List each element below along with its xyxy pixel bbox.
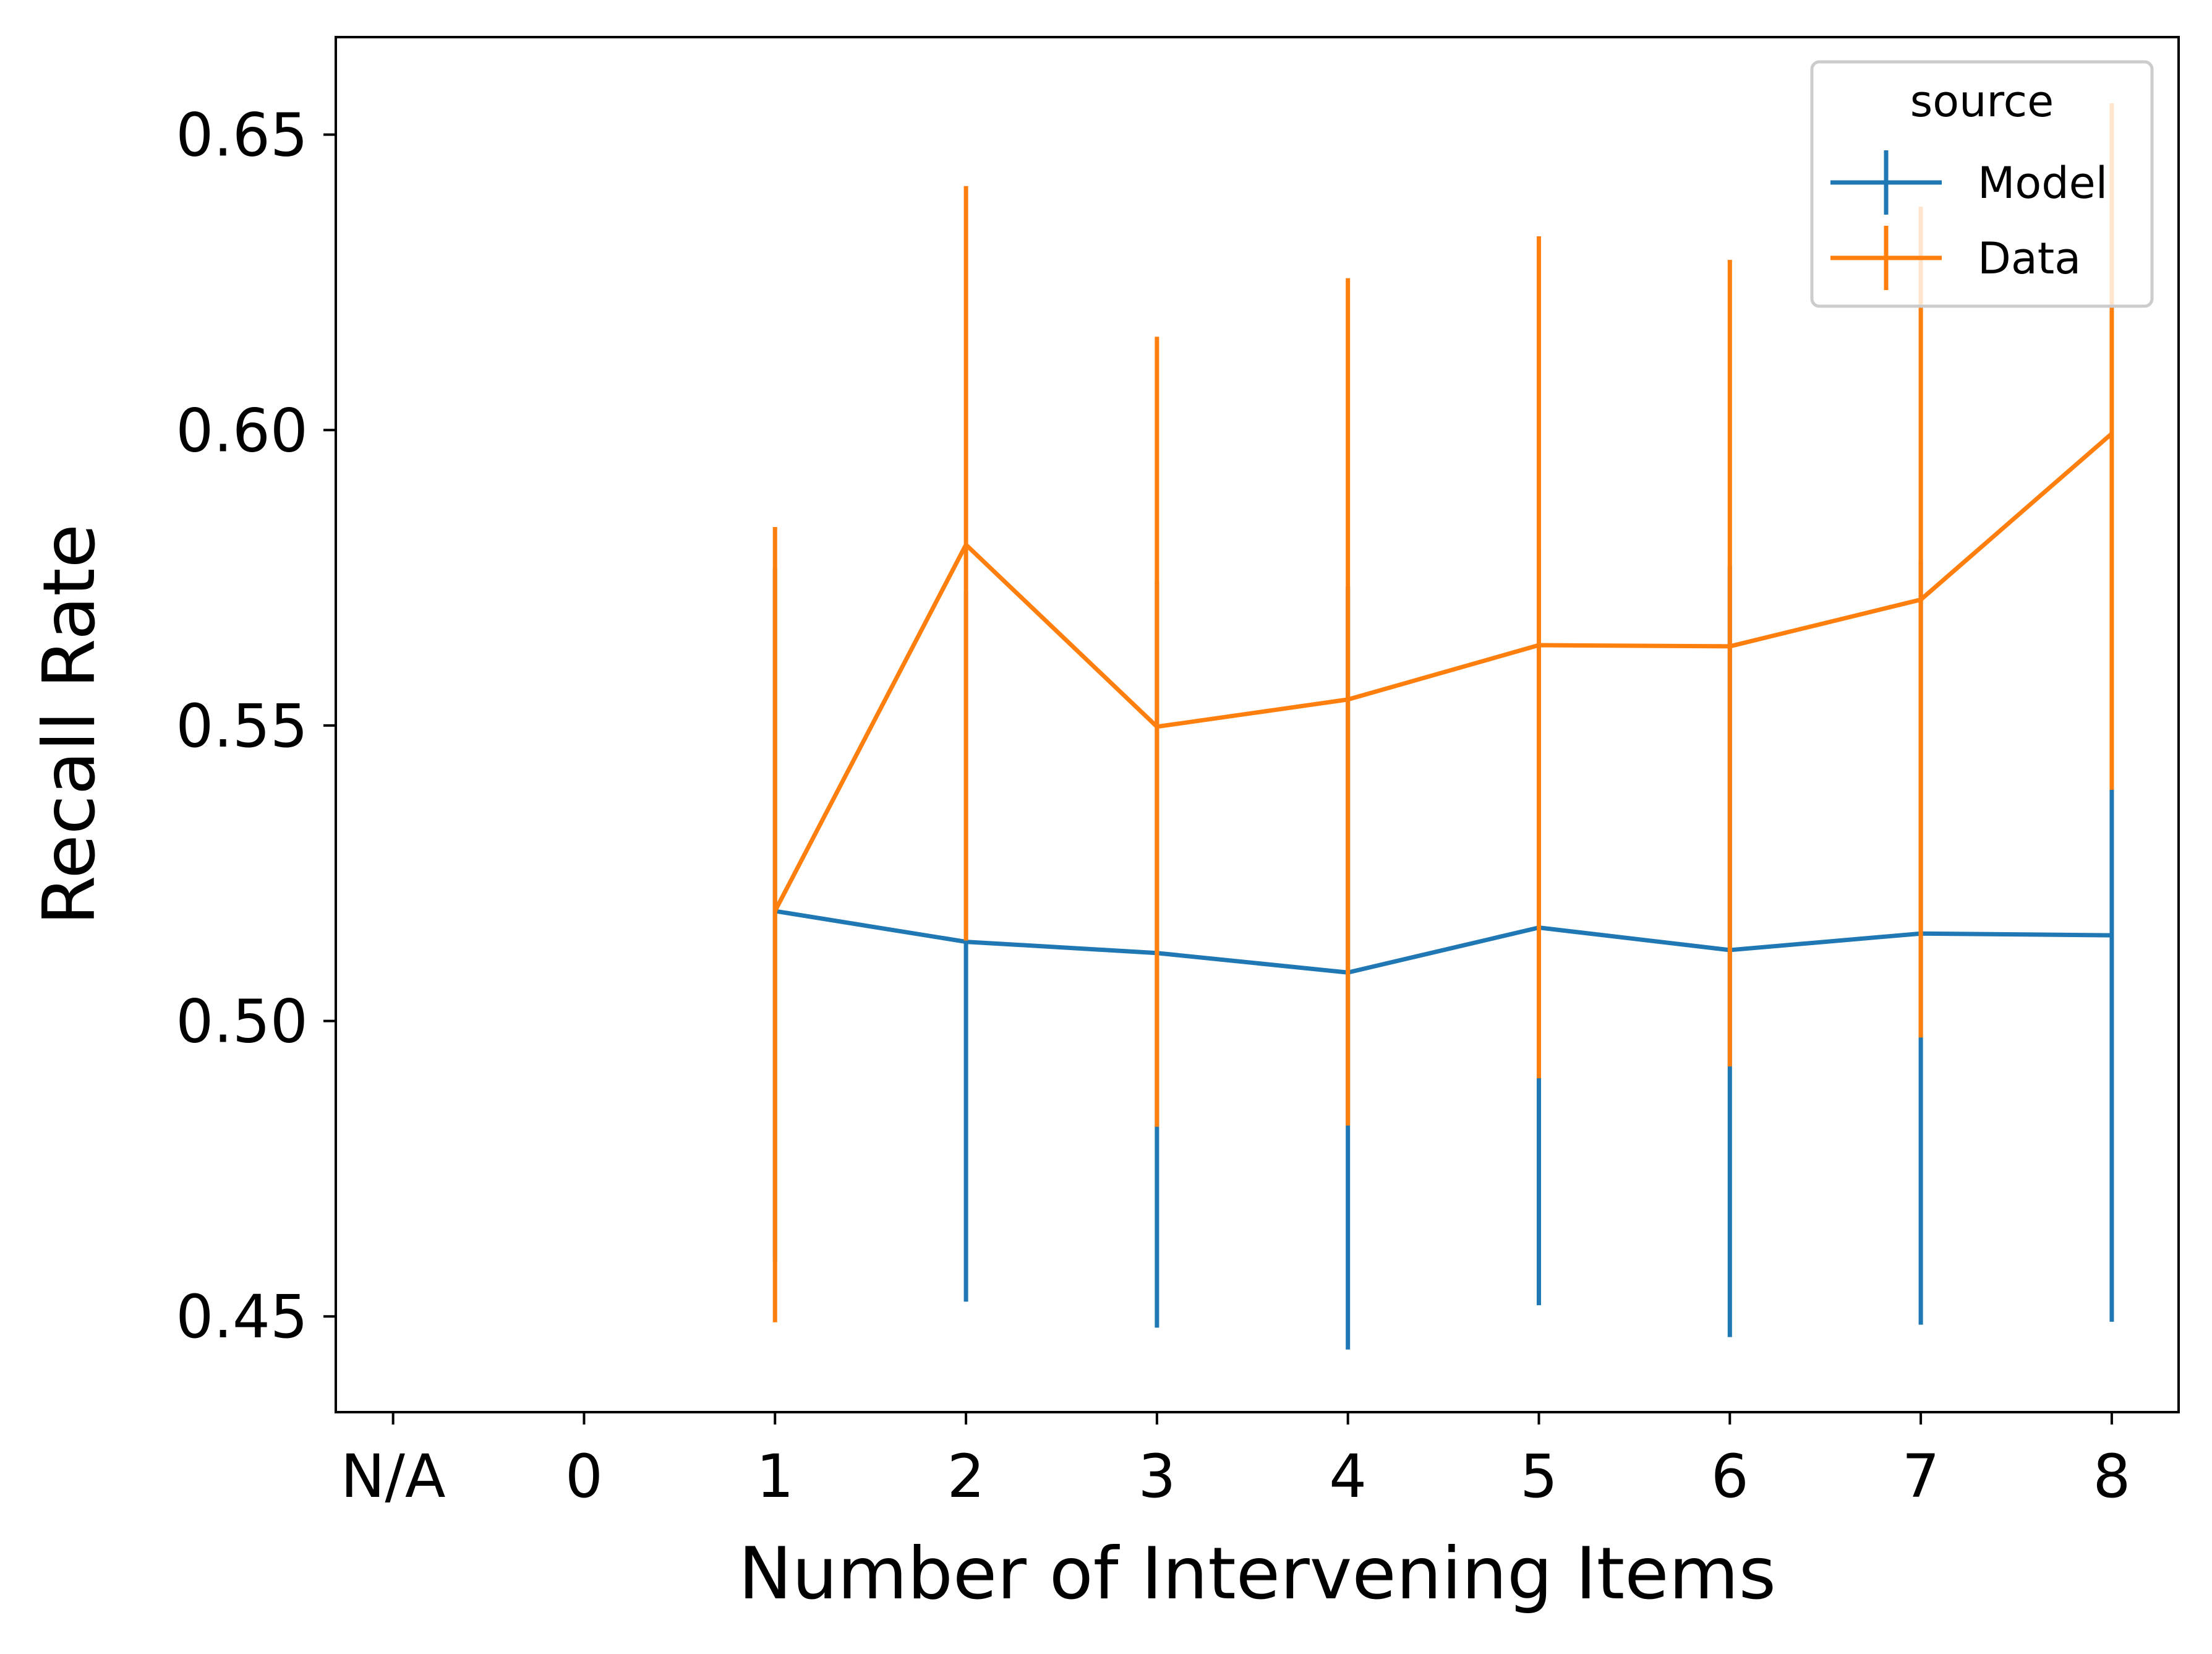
y-axis-label: Recall Rate xyxy=(28,524,111,925)
x-tick-label: 6 xyxy=(1711,1442,1749,1511)
y-tick-label: 0.65 xyxy=(176,101,308,170)
x-axis-label: Number of Intervening Items xyxy=(738,1532,1776,1616)
x-tick-label: 7 xyxy=(1902,1442,1940,1511)
legend-label-model: Model xyxy=(1978,158,2107,208)
series-line-model xyxy=(774,909,2112,975)
legend-box xyxy=(1810,60,2154,308)
x-tick-label: N/A xyxy=(341,1442,446,1511)
series-data xyxy=(772,103,2114,1322)
y-tick-label: 0.55 xyxy=(176,692,308,761)
y-tick-label: 0.60 xyxy=(176,396,308,465)
x-tick-label: 3 xyxy=(1138,1442,1176,1511)
x-tick-label: 5 xyxy=(1520,1442,1558,1511)
x-tick-label: 8 xyxy=(2093,1442,2130,1511)
legend-title: source xyxy=(1910,76,2054,127)
axes: N/A 0 1 2 3 4 5 6 7 8 0.45 0.50 0.55 0.60 0.65 xyxy=(176,36,2180,1511)
x-tick-label: 1 xyxy=(756,1442,794,1511)
x-tick-label: 2 xyxy=(947,1442,985,1511)
x-tick-label: 4 xyxy=(1329,1442,1367,1511)
y-tick-label: 0.45 xyxy=(176,1282,308,1352)
legend: source Model Data xyxy=(1810,60,2154,308)
x-tick-label: 0 xyxy=(565,1442,603,1511)
plot-area xyxy=(772,103,2114,1350)
legend-label-data: Data xyxy=(1978,233,2081,284)
series-line-data xyxy=(773,432,2114,912)
y-tick-label: 0.50 xyxy=(176,987,308,1056)
